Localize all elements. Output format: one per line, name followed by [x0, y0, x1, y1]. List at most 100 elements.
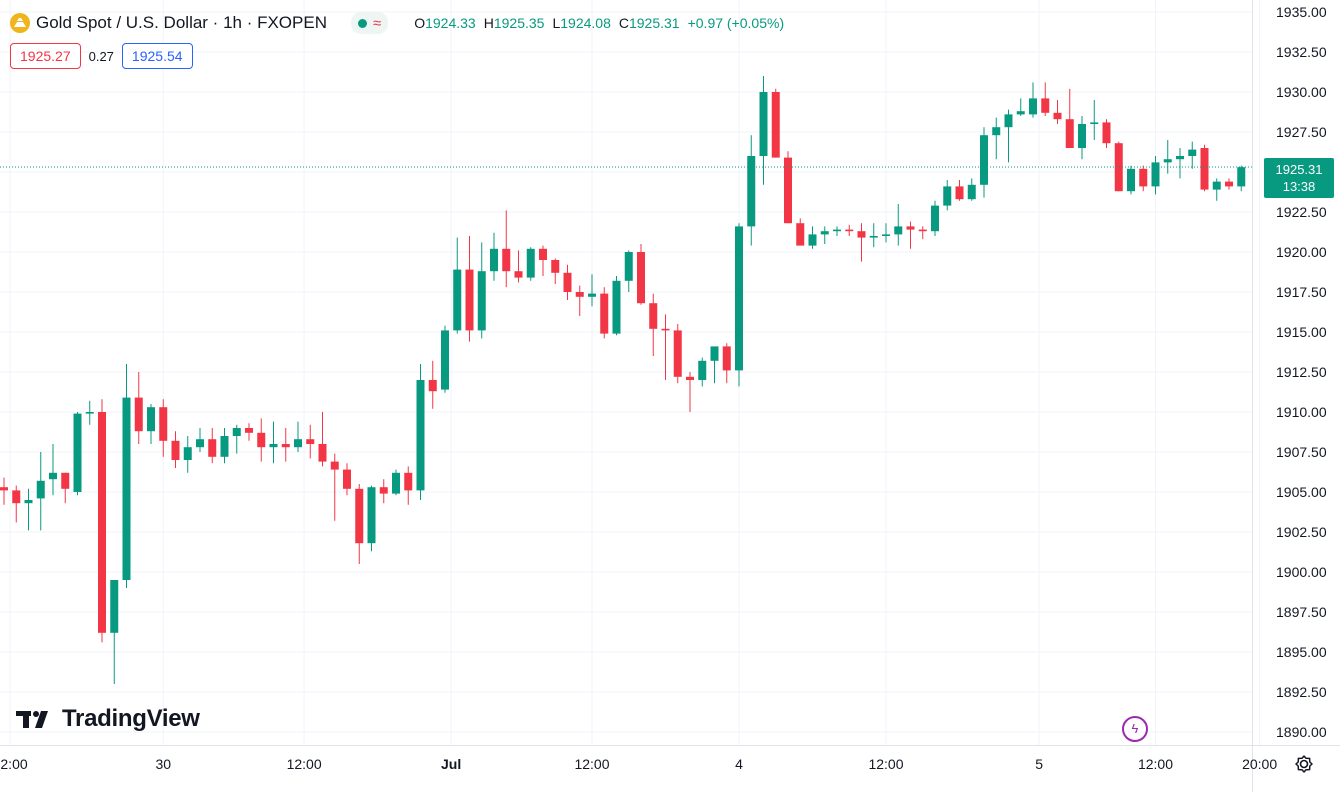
candle-body: [208, 439, 217, 457]
price-tick-label: 1895.00: [1276, 644, 1327, 660]
chart-grid: [0, 0, 1261, 745]
candle: [343, 463, 351, 496]
candle: [1090, 100, 1099, 140]
price-tick-label: 1897.50: [1276, 604, 1327, 620]
candle: [698, 357, 707, 387]
bar-countdown: 13:38: [1282, 179, 1316, 194]
candle: [502, 210, 511, 288]
tradingview-logo-icon: [16, 711, 48, 728]
price-tick-label: 1905.00: [1276, 484, 1327, 500]
candle: [882, 223, 890, 243]
candle-body: [122, 397, 131, 580]
candle-body: [747, 156, 756, 227]
candle: [1139, 165, 1148, 192]
candle-body: [1212, 181, 1221, 190]
candle: [110, 580, 119, 684]
open-label: O: [414, 15, 426, 31]
price-tick-label: 1922.50: [1276, 204, 1327, 220]
candle: [600, 287, 609, 339]
candle: [416, 364, 425, 500]
candle-body: [906, 226, 915, 230]
wave-icon: ≈: [372, 14, 382, 32]
candle: [355, 484, 364, 564]
candle-body: [551, 260, 560, 273]
candle: [894, 204, 903, 246]
candle-body: [1151, 162, 1160, 187]
candle-body: [1029, 98, 1037, 115]
candle-body: [502, 248, 511, 272]
candle: [73, 412, 82, 496]
candle: [722, 343, 731, 384]
time-tick-label: 12:00: [0, 756, 28, 772]
sell-button[interactable]: 1925.27: [10, 43, 81, 69]
candle: [845, 224, 854, 236]
candles: [0, 76, 1246, 684]
trade-buttons: 1925.27 0.27 1925.54: [10, 43, 193, 69]
candle: [134, 372, 143, 444]
price-tick-label: 1927.50: [1276, 124, 1327, 140]
candle-body: [281, 444, 290, 448]
candle-body: [918, 229, 927, 232]
tradingview-logo[interactable]: TradingView: [16, 705, 200, 733]
candle: [12, 485, 21, 523]
candle: [820, 226, 829, 244]
candle: [943, 180, 952, 211]
price-tick-label: 1907.50: [1276, 444, 1327, 460]
candle: [967, 178, 976, 201]
candle: [551, 258, 560, 284]
time-tick-label: 12:00: [1138, 756, 1173, 772]
candle-body: [220, 436, 229, 457]
price-tick-label: 1890.00: [1276, 724, 1327, 740]
symbol-title[interactable]: Gold Spot / U.S. Dollar · 1h · FXOPEN: [36, 13, 327, 32]
candle: [759, 76, 768, 185]
candle-body: [257, 432, 266, 448]
open-value: 1924.33: [425, 15, 476, 31]
time-tick-label: 30: [155, 756, 171, 772]
price-axis[interactable]: 1935.001932.501930.001927.501925.001922.…: [1276, 4, 1327, 740]
candle: [588, 274, 596, 307]
candle: [232, 424, 241, 454]
candle: [784, 151, 792, 224]
candle-body: [931, 205, 939, 232]
market-status-pill[interactable]: ≈: [350, 12, 389, 34]
time-tick-label: 5: [1035, 756, 1043, 772]
candle: [477, 242, 486, 339]
candle-body: [159, 407, 168, 441]
candle-body: [428, 380, 437, 392]
candle: [392, 469, 400, 496]
candle-body: [943, 186, 952, 206]
candle-body: [1004, 114, 1013, 128]
legend-header: Gold Spot / U.S. Dollar · 1h · FXOPEN ≈ …: [10, 10, 784, 36]
candle: [183, 436, 192, 473]
candle-body: [686, 376, 694, 380]
time-axis[interactable]: 12:00 30 12:00 Jul 12:00 4 12:00 5 12:00 20:00: [0, 756, 1277, 772]
candle-body: [196, 439, 204, 448]
candle: [85, 400, 94, 425]
candle-body: [808, 234, 817, 246]
candle-body: [404, 472, 413, 491]
candle: [147, 404, 155, 444]
candle: [1053, 100, 1062, 124]
candle: [1041, 82, 1050, 116]
candle: [1225, 178, 1233, 190]
candle: [833, 226, 841, 236]
candle: [575, 285, 584, 316]
buy-button[interactable]: 1925.54: [121, 43, 193, 69]
gear-icon[interactable]: [1293, 753, 1315, 775]
candle-body: [955, 186, 964, 200]
tradingview-wordmark: TradingView: [62, 705, 200, 732]
candle-body: [85, 412, 94, 414]
candle-body: [24, 500, 33, 504]
candle: [61, 472, 70, 504]
candle-body: [661, 328, 670, 331]
time-tick-label: 12:00: [574, 756, 609, 772]
candle-body: [1176, 156, 1184, 160]
lightning-icon[interactable]: ϟ: [1122, 716, 1148, 742]
candle-body: [183, 447, 192, 460]
candle: [514, 250, 523, 283]
candle-body: [1102, 122, 1111, 144]
candle-body: [12, 490, 21, 504]
candle-body: [171, 440, 180, 460]
candle-body: [453, 269, 462, 331]
